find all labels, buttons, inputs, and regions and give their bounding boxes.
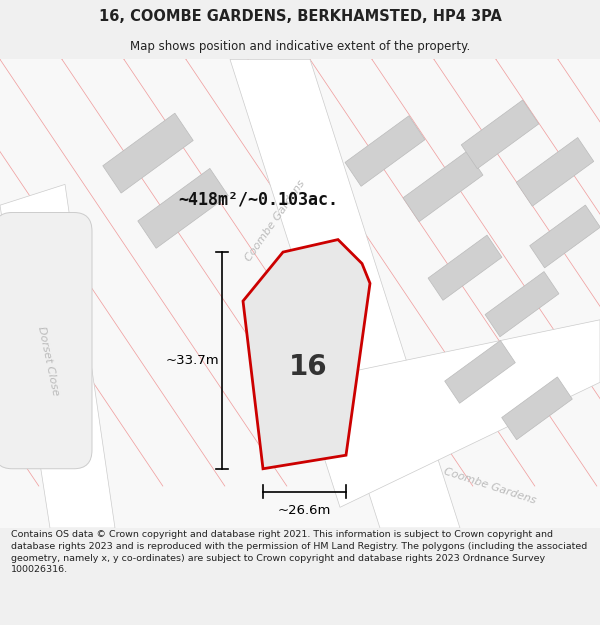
Text: 16: 16 [289,352,328,381]
Polygon shape [461,100,539,169]
Text: Contains OS data © Crown copyright and database right 2021. This information is : Contains OS data © Crown copyright and d… [11,530,587,574]
Polygon shape [530,205,600,268]
Text: ~33.7m: ~33.7m [165,354,219,367]
FancyBboxPatch shape [0,213,92,469]
Polygon shape [345,116,425,186]
Text: Coombe Gardens: Coombe Gardens [443,467,538,506]
Text: ~418m²/~0.103ac.: ~418m²/~0.103ac. [178,191,338,209]
Polygon shape [300,320,600,508]
Polygon shape [516,138,594,206]
Polygon shape [403,151,483,222]
Polygon shape [103,113,193,193]
Polygon shape [485,272,559,337]
Polygon shape [445,341,515,403]
Polygon shape [243,239,370,469]
Polygon shape [138,168,228,248]
Text: Coombe Gardens: Coombe Gardens [243,179,307,263]
Polygon shape [230,59,460,528]
Text: Dorset Close: Dorset Close [36,326,60,397]
Text: Map shows position and indicative extent of the property.: Map shows position and indicative extent… [130,40,470,52]
Polygon shape [428,235,502,300]
Polygon shape [502,377,572,440]
Text: ~26.6m: ~26.6m [277,504,331,517]
Polygon shape [0,184,115,528]
Text: 16, COOMBE GARDENS, BERKHAMSTED, HP4 3PA: 16, COOMBE GARDENS, BERKHAMSTED, HP4 3PA [98,9,502,24]
